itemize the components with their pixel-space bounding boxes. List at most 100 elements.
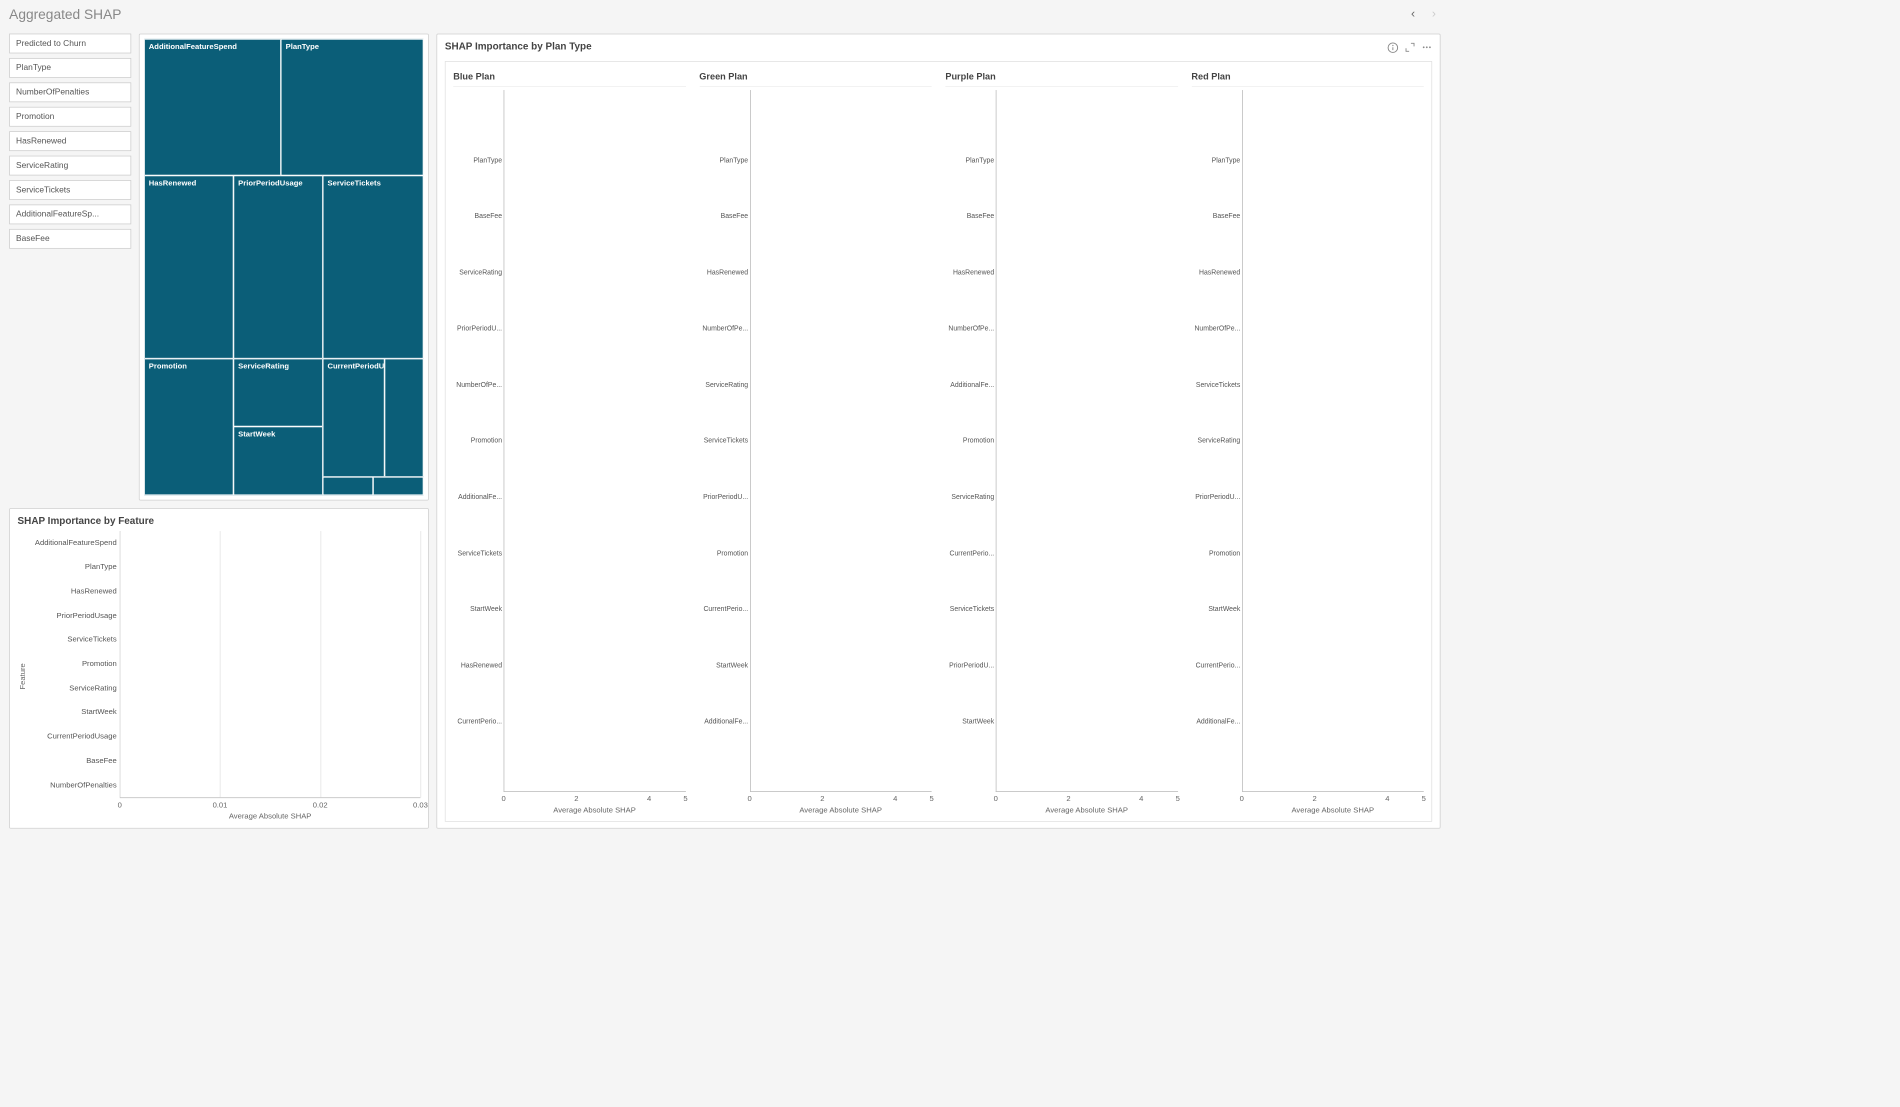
bar-label: AdditionalFe...	[702, 717, 751, 725]
plan-xlabel: Average Absolute SHAP	[1045, 806, 1128, 814]
bar-label: BaseFee	[702, 212, 751, 220]
treemap-cell[interactable]	[373, 477, 423, 495]
plan-column-title: Green Plan	[699, 68, 931, 87]
treemap-cell[interactable]: HasRenewed	[144, 176, 233, 359]
bar-label: Promotion	[456, 437, 505, 445]
bar-label: PlanType	[456, 156, 505, 164]
bar-label: AdditionalFe...	[948, 381, 997, 389]
bar-label: ServiceRating	[30, 684, 120, 692]
axis-tick-label: 4	[893, 795, 897, 803]
treemap-cell[interactable]: PriorPeriodUsage	[234, 176, 323, 359]
plan-chart[interactable]: PlanTypeBaseFeeHasRenewedNumberOfPe...Se…	[1191, 90, 1423, 792]
bar-label: ServiceTickets	[702, 437, 751, 445]
filter-item[interactable]: Promotion	[9, 107, 131, 127]
info-icon[interactable]	[1387, 42, 1398, 56]
treemap-cell[interactable]: ServiceRating	[234, 358, 323, 426]
axis-tick-label: 0.03	[413, 801, 428, 809]
expand-icon[interactable]	[1405, 42, 1416, 55]
bar-label: HasRenewed	[30, 587, 120, 595]
plan-column: Red PlanPlanTypeBaseFeeHasRenewedNumberO…	[1187, 65, 1428, 818]
bar-label: StartWeek	[702, 661, 751, 669]
bar-label: ServiceTickets	[30, 636, 120, 644]
plan-importance-card: SHAP Importance by Plan Type Blue PlanPl…	[436, 34, 1440, 829]
axis-tick-label: 2	[1312, 795, 1316, 803]
bar-label: NumberOfPe...	[948, 325, 997, 333]
filter-item[interactable]: NumberOfPenalties	[9, 82, 131, 102]
bar-label: PriorPeriodU...	[456, 325, 505, 333]
bar-label: StartWeek	[30, 708, 120, 716]
treemap-cell[interactable]: Promotion	[144, 358, 233, 495]
bar-label: AdditionalFe...	[456, 493, 505, 501]
treemap-cell[interactable]: CurrentPeriodUsage	[323, 358, 384, 477]
bar-label: ServiceTickets	[948, 605, 997, 613]
filter-item[interactable]: AdditionalFeatureSp...	[9, 204, 131, 224]
nav-prev-icon[interactable]: ‹	[1406, 6, 1419, 23]
filter-item[interactable]: ServiceTickets	[9, 180, 131, 200]
bar-label: BaseFee	[456, 212, 505, 220]
bar-label: NumberOfPe...	[456, 381, 505, 389]
bar-label: HasRenewed	[1194, 269, 1243, 277]
bar-label: CurrentPerio...	[702, 605, 751, 613]
bar-label: PriorPeriodU...	[1194, 493, 1243, 501]
bar-label: StartWeek	[456, 605, 505, 613]
plan-column-title: Blue Plan	[453, 68, 685, 87]
bar-label: ServiceRating	[1194, 437, 1243, 445]
filter-item[interactable]: PlanType	[9, 58, 131, 78]
bar-label: NumberOfPenalties	[30, 781, 120, 789]
header-nav: ‹ ›	[1406, 6, 1440, 23]
bar-label: CurrentPerio...	[1194, 661, 1243, 669]
bar-label: ServiceRating	[948, 493, 997, 501]
bar-label: NumberOfPe...	[1194, 325, 1243, 333]
bar-label: Promotion	[1194, 549, 1243, 557]
bar-label: HasRenewed	[948, 269, 997, 277]
plan-chart[interactable]: PlanTypeBaseFeeServiceRatingPriorPeriodU…	[453, 90, 685, 792]
bar-label: ServiceRating	[702, 381, 751, 389]
plan-column-title: Red Plan	[1191, 68, 1423, 87]
treemap-cell[interactable]	[323, 477, 373, 495]
treemap-cell[interactable]	[384, 358, 423, 477]
bar-label: HasRenewed	[456, 661, 505, 669]
bar-label: AdditionalFeatureSpend	[30, 539, 120, 547]
axis-tick-label: 0.01	[213, 801, 228, 809]
card-toolbar	[1387, 42, 1432, 56]
filter-panel: Predicted to Churn PlanType NumberOfPenalt…	[9, 34, 131, 501]
filter-item[interactable]: BaseFee	[9, 229, 131, 249]
bar-label: PlanType	[702, 156, 751, 164]
bar-label: PriorPeriodU...	[948, 661, 997, 669]
plan-chart[interactable]: PlanTypeBaseFeeHasRenewedNumberOfPe...Ad…	[945, 90, 1177, 792]
filter-item[interactable]: HasRenewed	[9, 131, 131, 151]
bar-label: Promotion	[30, 660, 120, 668]
bar-label: NumberOfPe...	[702, 325, 751, 333]
bar-label: BaseFee	[948, 212, 997, 220]
treemap-cell[interactable]: StartWeek	[234, 427, 323, 495]
axis-tick-label: 5	[1422, 795, 1426, 803]
treemap-chart[interactable]: AdditionalFeatureSpendPlanType HasRenewed…	[144, 39, 423, 495]
treemap-cell[interactable]: AdditionalFeatureSpend	[144, 39, 281, 176]
page-title: Aggregated SHAP	[9, 6, 121, 22]
axis-tick-label: 4	[647, 795, 651, 803]
plan-column: Green PlanPlanTypeBaseFeeHasRenewedNumbe…	[695, 65, 936, 818]
filter-item[interactable]: ServiceRating	[9, 156, 131, 176]
plan-chart[interactable]: PlanTypeBaseFeeHasRenewedNumberOfPe...Se…	[699, 90, 931, 792]
plan-column: Blue PlanPlanTypeBaseFeeServiceRatingPri…	[449, 65, 690, 818]
bar-label: PriorPeriodUsage	[30, 612, 120, 620]
bar-label: AdditionalFe...	[1194, 717, 1243, 725]
more-icon[interactable]	[1421, 42, 1432, 55]
axis-tick-label: 2	[820, 795, 824, 803]
bar-label: Promotion	[702, 549, 751, 557]
filter-item[interactable]: Predicted to Churn	[9, 34, 131, 54]
plan-xlabel: Average Absolute SHAP	[553, 806, 636, 814]
nav-next-icon[interactable]: ›	[1427, 6, 1440, 23]
feature-chart[interactable]: Feature AdditionalFeatureSpendPlanTypeHa…	[18, 531, 421, 821]
treemap-card: AdditionalFeatureSpendPlanType HasRenewed…	[139, 34, 429, 501]
treemap-cell[interactable]: PlanType	[281, 39, 423, 176]
axis-tick-label: 5	[930, 795, 934, 803]
plan-column-title: Purple Plan	[945, 68, 1177, 87]
bar-label: BaseFee	[1194, 212, 1243, 220]
treemap-cell[interactable]: ServiceTickets	[323, 176, 424, 359]
bar-label: Promotion	[948, 437, 997, 445]
axis-tick-label: 5	[1176, 795, 1180, 803]
axis-tick-label: 2	[574, 795, 578, 803]
bar-label: ServiceTickets	[456, 549, 505, 557]
bar-label: StartWeek	[1194, 605, 1243, 613]
